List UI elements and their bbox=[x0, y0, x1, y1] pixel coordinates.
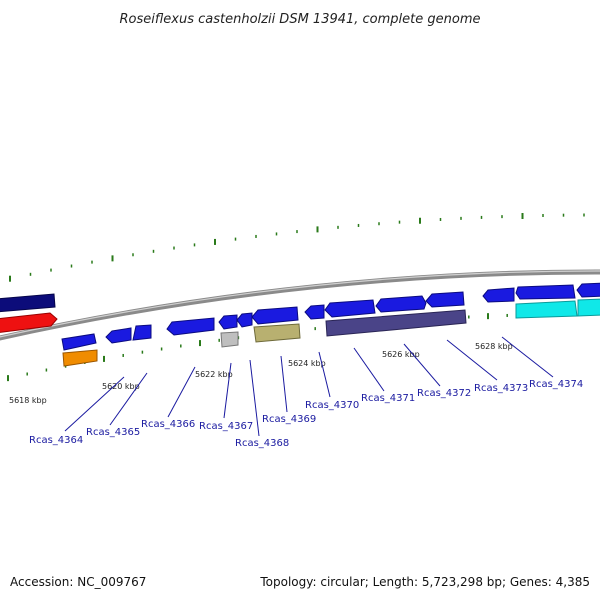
gene-label-rcas-4364[interactable]: Rcas_4364 bbox=[29, 435, 83, 446]
kbp-label: 5618 kbp bbox=[9, 396, 47, 405]
gene-label-rcas-4368[interactable]: Rcas_4368 bbox=[235, 438, 289, 449]
gene-feature-4364-b[interactable] bbox=[62, 349, 98, 367]
gene-label-rcas-4366[interactable]: Rcas_4366 bbox=[141, 419, 195, 430]
gene-feature-4375[interactable] bbox=[515, 284, 576, 300]
accession-text: Accession: NC_009767 bbox=[10, 575, 147, 589]
kbp-label: 5628 kbp bbox=[475, 342, 513, 351]
kbp-labels: 5618 kbp 5620 kbp 5622 kbp 5624 kbp 5626… bbox=[9, 342, 513, 405]
gene-feature-4370[interactable] bbox=[304, 304, 325, 320]
label-leader-lines bbox=[64, 336, 554, 437]
gene-feature-red[interactable] bbox=[0, 312, 58, 333]
gene-label-rcas-4365[interactable]: Rcas_4365 bbox=[86, 427, 140, 438]
gene-feature-4371-b[interactable] bbox=[325, 309, 467, 337]
gene-label-rcas-4372[interactable]: Rcas_4372 bbox=[417, 388, 471, 399]
gene-feature-4369-b[interactable] bbox=[253, 323, 301, 343]
gene-label-rcas-4371[interactable]: Rcas_4371 bbox=[361, 393, 415, 404]
gene-feature-4365[interactable] bbox=[105, 327, 132, 344]
gene-label-rcas-4374[interactable]: Rcas_4374 bbox=[529, 379, 583, 390]
genome-backbone-highlight bbox=[0, 270, 600, 338]
genome-backbone bbox=[0, 269, 600, 341]
gene-feature-4368[interactable] bbox=[236, 312, 253, 328]
gene-feature-4373[interactable] bbox=[425, 291, 465, 308]
gene-feature-4376[interactable] bbox=[576, 282, 600, 298]
kbp-label: 5620 kbp bbox=[102, 382, 140, 391]
gene-label-rcas-4369[interactable]: Rcas_4369 bbox=[262, 414, 316, 425]
genome-summary-text: Topology: circular; Length: 5,723,298 bp… bbox=[260, 575, 590, 589]
kbp-label: 5622 kbp bbox=[195, 370, 233, 379]
gene-feature-4374[interactable] bbox=[482, 287, 515, 303]
gene-feature-4367-b[interactable] bbox=[220, 331, 239, 348]
kbp-label: 5626 kbp bbox=[382, 350, 420, 359]
gene-feature-4372[interactable] bbox=[375, 295, 427, 313]
gene-label-rcas-4373[interactable]: Rcas_4373 bbox=[474, 383, 528, 394]
gene-feature-4364[interactable] bbox=[61, 333, 97, 351]
gene-label-rcas-4367[interactable]: Rcas_4367 bbox=[199, 421, 253, 432]
gene-feature-4365-b[interactable] bbox=[132, 324, 152, 341]
gene-labels: Rcas_4364 Rcas_4365 Rcas_4366 Rcas_4367 … bbox=[29, 379, 583, 449]
gene-feature-4369[interactable] bbox=[251, 306, 299, 325]
gene-feature-4366[interactable] bbox=[166, 317, 215, 336]
gene-feature-cyan-b[interactable] bbox=[577, 298, 600, 317]
map-title: Roseiflexus castenholzii DSM 13941, comp… bbox=[120, 12, 481, 27]
gene-feature-navy[interactable] bbox=[0, 293, 56, 313]
gene-label-rcas-4370[interactable]: Rcas_4370 bbox=[305, 400, 359, 411]
gene-feature-4367[interactable] bbox=[218, 314, 238, 330]
kbp-label: 5624 kbp bbox=[288, 359, 326, 368]
gene-features bbox=[0, 282, 600, 367]
gene-feature-4371[interactable] bbox=[324, 299, 376, 318]
gene-feature-cyan-a[interactable] bbox=[515, 300, 578, 319]
